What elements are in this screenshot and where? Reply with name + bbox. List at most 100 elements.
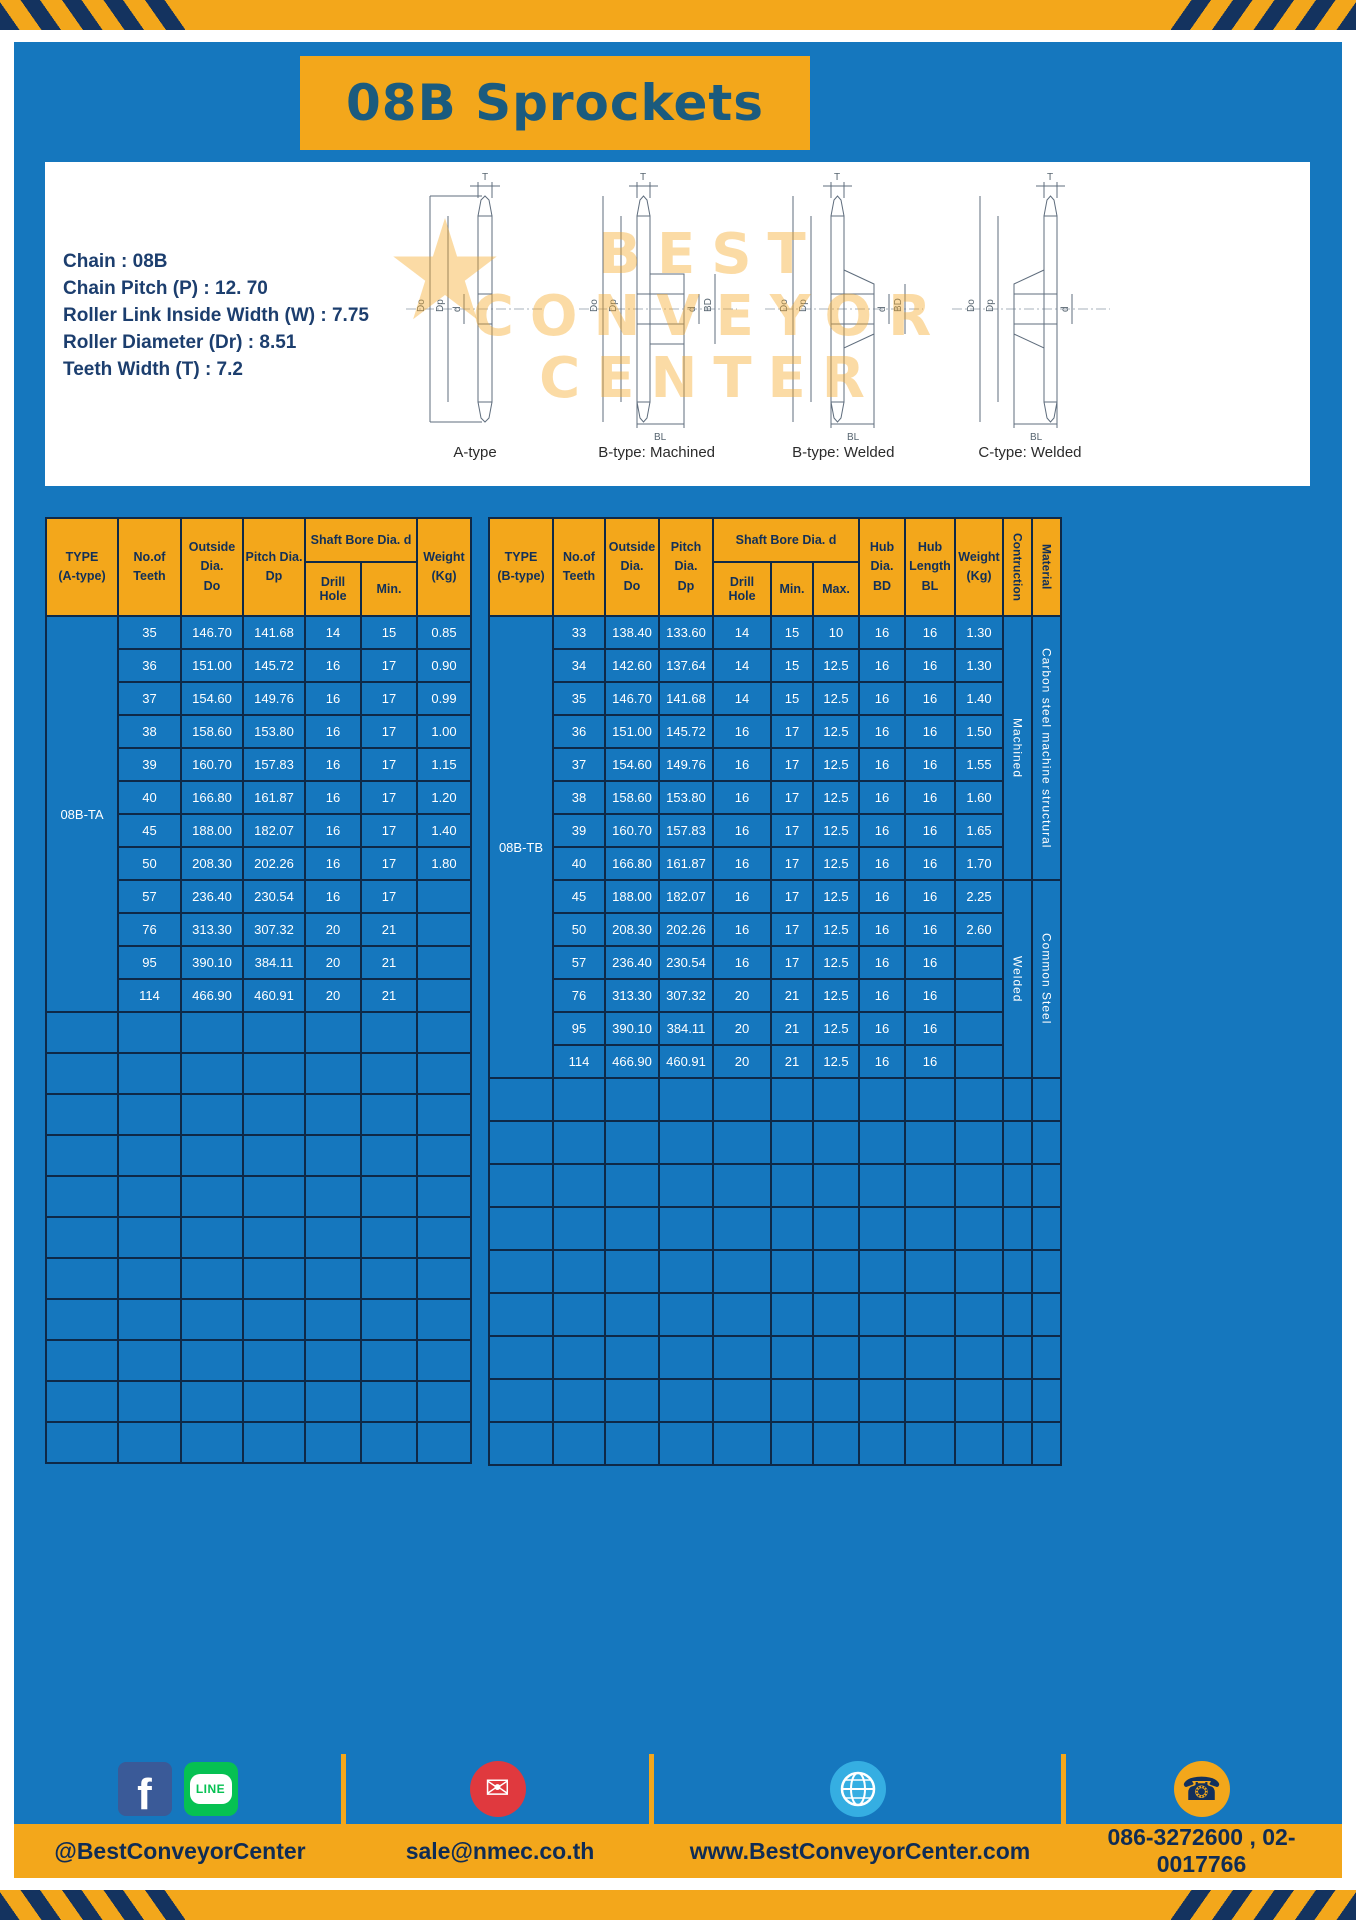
table-cell: 1.60 bbox=[954, 780, 1004, 815]
table-cell: 1.40 bbox=[416, 813, 472, 848]
email-address[interactable]: sale@nmec.co.th bbox=[405, 1837, 595, 1864]
table-cell: 160.70 bbox=[180, 747, 244, 782]
table-cell: 158.60 bbox=[180, 714, 244, 749]
empty-cell bbox=[488, 1335, 554, 1380]
empty-cell bbox=[488, 1421, 554, 1466]
table-cell: 17 bbox=[770, 813, 814, 848]
table-cell: 20 bbox=[712, 978, 772, 1013]
empty-cell bbox=[416, 1421, 472, 1464]
empty-cell bbox=[770, 1077, 814, 1122]
table-row: 35 146.70 141.68 14 15 12.5 16 16 1.40 bbox=[489, 681, 1061, 716]
empty-row bbox=[45, 1380, 472, 1423]
table-row: 50 208.30 202.26 16 17 1.80 bbox=[46, 846, 472, 881]
empty-cell bbox=[117, 1134, 182, 1177]
empty-cell bbox=[954, 1292, 1004, 1337]
table-row: 40 166.80 161.87 16 17 12.5 16 16 1.70 bbox=[489, 846, 1061, 881]
table-row: 95 390.10 384.11 20 21 12.5 16 16 bbox=[489, 1011, 1061, 1046]
table-row: 114 466.90 460.91 20 21 12.5 16 16 bbox=[489, 1044, 1061, 1079]
empty-cell bbox=[954, 1421, 1004, 1466]
table-cell: 17 bbox=[360, 648, 418, 683]
col-header-type: TYPE (A-type) bbox=[45, 517, 119, 617]
table-cell bbox=[954, 1011, 1004, 1046]
table-cell: 166.80 bbox=[604, 846, 660, 881]
hazard-stripes-right bbox=[1171, 1890, 1356, 1920]
diagram-b-type-welded: T Do Dp d BD bbox=[753, 170, 933, 478]
website-url[interactable]: www.BestConveyorCenter.com bbox=[689, 1837, 1031, 1864]
table-cell: 137.64 bbox=[658, 648, 714, 683]
empty-cell bbox=[812, 1292, 860, 1337]
empty-cell bbox=[45, 1298, 119, 1341]
table-cell: 16 bbox=[904, 879, 956, 914]
hazard-bar-middle bbox=[185, 0, 1171, 30]
svg-text:BL: BL bbox=[1030, 432, 1043, 443]
empty-cell bbox=[812, 1378, 860, 1423]
empty-cell bbox=[954, 1163, 1004, 1208]
table-cell: 17 bbox=[360, 681, 418, 716]
empty-cell bbox=[488, 1163, 554, 1208]
table-row: 08B-TB 33 138.40 133.60 14 15 10 16 16 1.30 Machin… bbox=[488, 615, 1062, 1079]
line-app-icon[interactable]: LINE bbox=[183, 1762, 238, 1816]
empty-row bbox=[488, 1077, 1062, 1122]
col-header-outside-dia: Outside Dia. Do bbox=[180, 517, 244, 617]
table-cell: 2.60 bbox=[954, 912, 1004, 947]
mail-icon[interactable]: ✉ bbox=[469, 1761, 526, 1817]
empty-cell bbox=[712, 1077, 772, 1122]
empty-cell bbox=[604, 1421, 660, 1466]
table-cell: 12.5 bbox=[812, 681, 860, 716]
table-cell: 14 bbox=[304, 615, 362, 650]
empty-cell bbox=[304, 1298, 362, 1341]
table-cell: 16 bbox=[904, 945, 956, 980]
table-cell: 16 bbox=[304, 681, 362, 716]
empty-cell bbox=[1002, 1421, 1033, 1466]
table-row: 57 236.40 230.54 16 17 12.5 16 16 bbox=[489, 945, 1061, 980]
table-cell: 16 bbox=[712, 846, 772, 881]
empty-cell bbox=[1031, 1292, 1062, 1337]
type-cell: 08B-TA bbox=[45, 615, 119, 1013]
table-cell: 17 bbox=[360, 879, 418, 914]
facebook-handle[interactable]: @BestConveyorCenter bbox=[54, 1837, 306, 1864]
col-header-max: Max. bbox=[812, 561, 860, 617]
empty-cell bbox=[117, 1216, 182, 1259]
col-header-outside-dia: Outside Dia. Do bbox=[604, 517, 660, 617]
content-panel: 08B Sprockets BEST CONVEYOR CENTER Chain… bbox=[14, 42, 1342, 1878]
svg-text:Do: Do bbox=[779, 299, 790, 312]
phone-numbers[interactable]: 086-3272600 , 02-0017766 bbox=[1107, 1824, 1296, 1877]
table-cell: 16 bbox=[904, 648, 956, 683]
empty-cell bbox=[552, 1077, 606, 1122]
empty-cell bbox=[180, 1011, 244, 1054]
table-cell: 114 bbox=[552, 1044, 606, 1079]
empty-cell bbox=[45, 1257, 119, 1300]
table-cell: 17 bbox=[770, 714, 814, 749]
table-cell: 157.83 bbox=[242, 747, 306, 782]
table-cell bbox=[416, 945, 472, 980]
table-cell: 20 bbox=[304, 978, 362, 1013]
globe-icon[interactable] bbox=[829, 1761, 886, 1817]
svg-text:Dp: Dp bbox=[435, 299, 446, 312]
empty-cell bbox=[812, 1163, 860, 1208]
phone-icon[interactable]: ☎ bbox=[1173, 1761, 1230, 1817]
empty-cell bbox=[242, 1052, 306, 1095]
empty-row bbox=[45, 1421, 472, 1464]
empty-cell bbox=[1002, 1249, 1033, 1294]
table-cell: 15 bbox=[770, 648, 814, 683]
table-cell: 141.68 bbox=[658, 681, 714, 716]
empty-cell bbox=[770, 1335, 814, 1380]
col-header-teeth: No.of Teeth bbox=[552, 517, 606, 617]
empty-cell bbox=[416, 1134, 472, 1177]
table-cell: 20 bbox=[712, 1011, 772, 1046]
empty-cell bbox=[1002, 1292, 1033, 1337]
table-cell: 95 bbox=[117, 945, 182, 980]
empty-cell bbox=[117, 1380, 182, 1423]
table-row: 34 142.60 137.64 14 15 12.5 16 16 1.30 bbox=[489, 648, 1061, 683]
empty-cell bbox=[242, 1175, 306, 1218]
diagram-c-type-welded: T Do Dp d bbox=[940, 170, 1120, 478]
table-cell: 16 bbox=[904, 912, 956, 947]
col-header-teeth: No.of Teeth bbox=[117, 517, 182, 617]
table-cell: 16 bbox=[858, 1044, 906, 1079]
empty-cell bbox=[904, 1335, 956, 1380]
empty-cell bbox=[712, 1163, 772, 1208]
facebook-icon[interactable]: f bbox=[117, 1762, 172, 1817]
spec-line: Teeth Width (T) : 7.2 bbox=[63, 359, 243, 380]
material-cell: Common Steel bbox=[1031, 879, 1062, 1079]
table-cell: 16 bbox=[712, 780, 772, 815]
